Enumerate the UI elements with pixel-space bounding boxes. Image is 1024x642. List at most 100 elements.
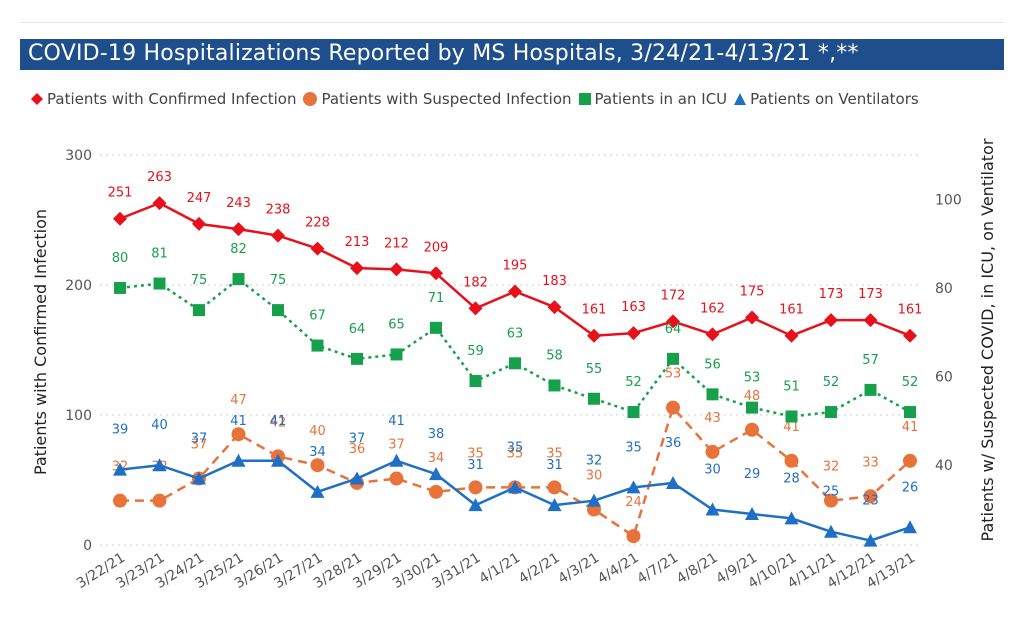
legend-label-confirmed: Patients with Confirmed Infection bbox=[47, 90, 297, 108]
legend-item-ventilators[interactable]: Patients on Ventilators bbox=[733, 90, 919, 108]
data-point bbox=[706, 388, 719, 401]
data-point bbox=[784, 453, 799, 468]
data-label: 41 bbox=[388, 414, 405, 429]
data-label: 30 bbox=[704, 463, 721, 478]
data-label: 41 bbox=[783, 420, 800, 435]
data-label: 42 bbox=[270, 415, 287, 430]
y-left-tick-label: 200 bbox=[65, 278, 92, 294]
data-point bbox=[903, 328, 917, 343]
x-tick-label: 4/4/21 bbox=[595, 550, 642, 587]
data-label: 163 bbox=[621, 300, 646, 315]
y-right-axis-title: Patients w/ Suspected COVID, in ICU, on … bbox=[978, 138, 997, 541]
data-label: 34 bbox=[309, 445, 326, 460]
data-point bbox=[824, 493, 838, 508]
series-line-patients-in-an-icu bbox=[119, 277, 911, 418]
data-label: 64 bbox=[349, 322, 366, 337]
data-point bbox=[311, 339, 324, 352]
data-point bbox=[272, 304, 284, 317]
data-point bbox=[468, 498, 483, 512]
data-label: 212 bbox=[384, 236, 409, 251]
data-label: 36 bbox=[349, 442, 366, 457]
data-point bbox=[547, 480, 562, 495]
data-label: 35 bbox=[467, 446, 484, 461]
data-label: 81 bbox=[151, 247, 168, 262]
data-label: 161 bbox=[582, 303, 607, 318]
data-point bbox=[153, 277, 166, 290]
data-label: 47 bbox=[230, 393, 247, 408]
x-tick-label: 4/3/21 bbox=[555, 550, 602, 587]
data-label: 37 bbox=[191, 438, 208, 453]
legend-item-suspected[interactable]: Patients with Suspected Infection bbox=[302, 90, 572, 108]
data-label: 59 bbox=[467, 344, 484, 359]
data-label: 195 bbox=[503, 259, 528, 274]
data-point bbox=[429, 266, 443, 281]
data-point bbox=[231, 453, 246, 467]
data-point bbox=[666, 400, 680, 415]
data-label: 37 bbox=[349, 432, 366, 447]
data-label: 38 bbox=[428, 427, 445, 442]
data-point bbox=[232, 273, 245, 286]
data-point bbox=[231, 427, 246, 442]
circle-icon bbox=[303, 92, 318, 106]
data-point bbox=[824, 524, 838, 538]
y-left-tick-label: 100 bbox=[65, 408, 92, 424]
data-point bbox=[666, 475, 680, 489]
data-label: 53 bbox=[744, 371, 761, 386]
data-label: 53 bbox=[665, 367, 682, 382]
y-left-tick-label: 300 bbox=[65, 148, 92, 164]
data-point bbox=[271, 453, 285, 467]
legend-item-confirmed[interactable]: Patients with Confirmed Infection bbox=[30, 90, 296, 108]
data-label: 43 bbox=[704, 411, 721, 426]
data-label: 71 bbox=[428, 291, 445, 306]
data-point bbox=[350, 261, 364, 276]
data-label: 39 bbox=[112, 423, 129, 438]
data-point bbox=[469, 375, 482, 388]
data-point bbox=[152, 458, 167, 472]
data-label: 172 bbox=[661, 288, 686, 303]
data-label: 31 bbox=[467, 458, 484, 473]
data-label: 162 bbox=[700, 301, 725, 316]
data-point bbox=[508, 284, 522, 299]
data-label: 37 bbox=[388, 438, 405, 453]
data-point bbox=[193, 304, 205, 317]
data-point bbox=[863, 489, 878, 504]
data-label: 40 bbox=[309, 424, 326, 439]
data-label: 238 bbox=[266, 203, 291, 218]
data-point bbox=[904, 406, 916, 419]
data-label: 213 bbox=[345, 235, 370, 250]
square-icon bbox=[578, 93, 591, 105]
data-point bbox=[864, 383, 877, 396]
data-label: 75 bbox=[270, 273, 287, 288]
legend: Patients with Confirmed Infection Patien… bbox=[30, 89, 925, 109]
data-point bbox=[310, 458, 325, 473]
data-label: 31 bbox=[546, 458, 563, 473]
data-point bbox=[192, 216, 206, 231]
triangle-icon bbox=[734, 93, 747, 105]
data-label: 34 bbox=[428, 451, 445, 466]
data-label: 82 bbox=[230, 242, 247, 257]
data-label: 41 bbox=[230, 414, 247, 429]
data-label: 58 bbox=[546, 348, 563, 363]
data-point bbox=[903, 520, 917, 534]
data-point bbox=[903, 453, 917, 468]
data-label: 40 bbox=[151, 418, 168, 433]
y-left-axis-title: Patients with Confirmed Infection bbox=[31, 209, 50, 475]
legend-label-icu: Patients in an ICU bbox=[594, 90, 728, 108]
title-bar: COVID-19 Hospitalizations Reported by MS… bbox=[20, 39, 1004, 70]
data-label: 161 bbox=[779, 303, 804, 318]
x-tick-label: 4/8/21 bbox=[674, 550, 721, 587]
data-point bbox=[745, 310, 759, 325]
legend-item-icu[interactable]: Patients in an ICU bbox=[578, 90, 728, 108]
data-point bbox=[746, 401, 758, 414]
data-label: 48 bbox=[744, 389, 761, 404]
data-label: 35 bbox=[625, 440, 642, 455]
data-label: 182 bbox=[463, 275, 488, 290]
data-point bbox=[547, 498, 562, 512]
data-label: 173 bbox=[819, 287, 844, 302]
data-label: 51 bbox=[783, 379, 800, 394]
data-label: 52 bbox=[823, 375, 840, 390]
data-point bbox=[784, 328, 799, 343]
data-label: 29 bbox=[744, 467, 761, 482]
data-point bbox=[192, 471, 206, 485]
